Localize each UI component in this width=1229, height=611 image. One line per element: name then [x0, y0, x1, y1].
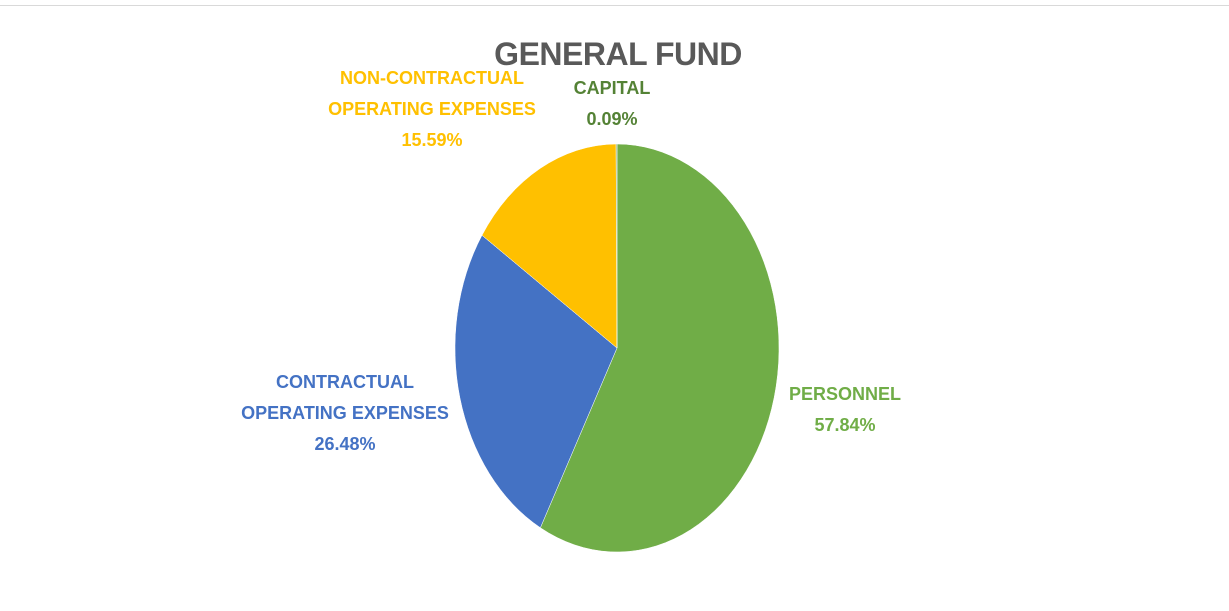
pie-slice — [540, 143, 780, 553]
category-label: PERSONNEL — [788, 384, 902, 404]
value-label: 15.59% — [401, 130, 463, 150]
category-label: CAPITAL — [573, 78, 651, 98]
slice-label: NON-CONTRACTUAL OPERATING EXPENSES 15.59% — [325, 63, 540, 156]
value-label: 0.09% — [586, 109, 638, 129]
value-label: 57.84% — [814, 415, 876, 435]
top-border — [0, 5, 1229, 6]
slice-label: PERSONNEL 57.84% — [738, 379, 953, 441]
value-label: 26.48% — [314, 434, 376, 454]
slice-label: CAPITAL 0.09% — [505, 73, 720, 135]
chart-title: GENERAL FUND — [494, 36, 742, 72]
category-label: CONTRACTUAL OPERATING EXPENSES — [241, 372, 449, 423]
pie-slice — [481, 143, 618, 349]
pie-slice — [615, 143, 618, 349]
pie-slice — [454, 234, 618, 529]
category-label: NON-CONTRACTUAL OPERATING EXPENSES — [328, 68, 536, 119]
slice-label: CONTRACTUAL OPERATING EXPENSES 26.48% — [238, 367, 453, 460]
